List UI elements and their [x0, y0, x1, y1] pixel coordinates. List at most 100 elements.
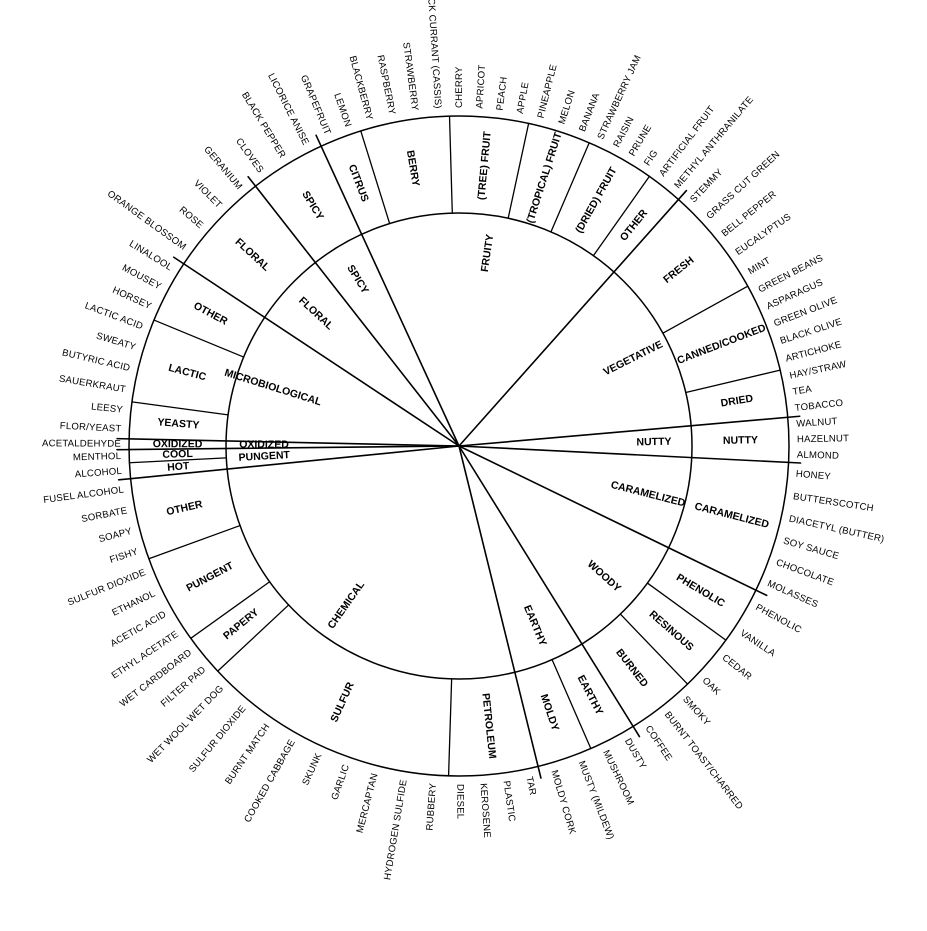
tier2-divider — [646, 582, 727, 641]
tier2-label: MOLDY — [538, 693, 562, 733]
descriptor-label: VANILLA — [738, 628, 778, 660]
outer-ring — [128, 115, 790, 777]
descriptor-label: SWEATY — [95, 331, 138, 354]
descriptor-label: ALCOHOL — [74, 466, 122, 481]
tier1-divider — [458, 445, 542, 779]
tier2-label: SPICY — [299, 189, 326, 222]
tier1-divider — [458, 445, 802, 464]
descriptor-label: BLACK CURRANT (CASSIS) — [424, 0, 443, 109]
descriptor-label: PHENOLIC — [754, 602, 804, 636]
wheel-dividers — [116, 115, 802, 779]
tier2-label: YEASTY — [157, 416, 200, 431]
descriptor-label: VIOLET — [191, 178, 224, 211]
descriptor-label: HAZELNUT — [797, 433, 849, 445]
descriptor-label: CLOVES — [233, 136, 265, 175]
tier1-divider — [117, 445, 460, 481]
descriptor-label: ETHANOL — [110, 588, 157, 618]
descriptor-label: BUTTERSCOTCH — [792, 491, 874, 514]
descriptor-label: PINEAPPLE — [536, 63, 560, 119]
descriptor-label: APPLE — [515, 81, 532, 114]
descriptor-label: WET CARDBOARD — [118, 647, 194, 709]
tier2-label: (TROPICAL) FRUIT — [524, 130, 564, 224]
descriptor-label: MOUSEY — [120, 263, 163, 293]
tier1-label: CHEMICAL — [325, 579, 367, 632]
tier2-label: (TREE) FRUIT — [475, 130, 493, 200]
tier1-label: CARAMELIZED — [609, 479, 686, 510]
tier1-label: OXIDIZED — [239, 439, 289, 451]
descriptor-label: SKUNK — [300, 751, 324, 787]
descriptor-label: ROSE — [177, 205, 205, 232]
descriptor-label: SMOKY — [680, 694, 712, 728]
tier2-divider — [190, 581, 271, 639]
descriptor-label: WET WOOL WET DOG — [145, 683, 226, 765]
descriptor-label: MINT — [746, 255, 772, 277]
tier2-divider — [619, 613, 689, 685]
tier2-divider — [217, 604, 290, 672]
tier2-divider — [685, 369, 781, 394]
tier2-label: FRESH — [661, 254, 696, 286]
tier2-label: NUTTY — [723, 434, 758, 447]
descriptor-label: PEACH — [495, 76, 510, 111]
wheel-rings — [128, 115, 790, 777]
tier1-divider — [247, 175, 460, 447]
descriptor-label: CEDAR — [720, 652, 754, 682]
descriptor-label: MUSHROOM — [600, 748, 636, 807]
tier2-divider — [551, 658, 592, 750]
tier2-label: OTHER — [618, 207, 651, 244]
descriptor-label: COFFEE — [643, 724, 674, 763]
tier1-label: MICROBIOLOGICAL — [223, 367, 323, 409]
tier2-divider — [448, 115, 453, 214]
descriptor-label: MELON — [557, 89, 578, 126]
tier2-divider — [447, 678, 453, 777]
descriptor-label: BANANA — [577, 91, 602, 133]
tier2-label: CARAMELIZED — [693, 500, 770, 531]
descriptor-label: RUBBERY — [425, 782, 440, 831]
descriptor-label: OAK — [700, 675, 723, 698]
tier2-label: FLORAL — [233, 236, 273, 274]
tier2-label: BURNED — [613, 647, 650, 690]
descriptor-label: SOY SAUCE — [782, 536, 840, 563]
descriptor-label: GERANIUM — [201, 144, 244, 192]
tier2-label: SULFUR — [328, 680, 357, 724]
descriptor-label: TOBACCO — [794, 398, 844, 414]
descriptor-label: FIG — [642, 148, 660, 168]
descriptor-label: FISHY — [108, 546, 140, 566]
tier1-label: PUNGENT — [238, 449, 291, 464]
descriptor-label: DIESEL — [454, 784, 465, 820]
descriptor-label: CHERRY — [454, 66, 465, 108]
tier1-label: EARTHY — [521, 603, 549, 647]
tier2-label: (DRIED) FRUIT — [573, 165, 620, 236]
tier2-label: PHENOLIC — [674, 572, 727, 610]
descriptor-label: BLACKBERRY — [347, 55, 375, 122]
inner-ring — [225, 212, 693, 680]
tier1-divider — [173, 256, 460, 447]
tier2-label: PUNGENT — [184, 560, 236, 595]
descriptor-label: SOAPY — [98, 526, 134, 545]
descriptor-label: HAY/STRAW — [789, 359, 849, 382]
tier2-label: DRIED — [720, 392, 755, 409]
descriptor-label: MOLASSES — [766, 578, 820, 610]
tier2-label: CANNED/COOKED — [676, 322, 768, 367]
tier1-divider — [458, 445, 768, 597]
descriptor-label: BUTYRIC ACID — [61, 347, 131, 374]
tier1-label: FRUITY — [479, 233, 496, 272]
tier2-label: OTHER — [165, 498, 204, 518]
descriptor-label: TAR — [523, 776, 538, 797]
descriptor-label: MOLDY CORK — [548, 769, 577, 836]
tier2-label: LACTIC — [167, 362, 208, 384]
descriptor-label: FUSEL ALCOHOL — [43, 484, 125, 506]
descriptor-label: MERCAPTAN — [355, 772, 381, 834]
descriptor-label: FLOR/YEAST — [59, 421, 121, 435]
descriptor-label: LEMON — [331, 92, 353, 129]
tier1-label: FLORAL — [296, 295, 336, 333]
descriptor-label: HYDROGEN SULFIDE — [382, 779, 409, 881]
descriptor-label: HONEY — [795, 469, 831, 483]
tier2-divider — [662, 285, 749, 334]
tier1-label: SPICY — [344, 263, 371, 296]
tier1-label: NUTTY — [636, 436, 671, 449]
tier2-divider — [153, 319, 245, 358]
descriptor-label: WALNUT — [796, 416, 838, 430]
tier2-label: CITRUS — [346, 163, 371, 204]
descriptor-label: MENTHOL — [73, 451, 122, 463]
